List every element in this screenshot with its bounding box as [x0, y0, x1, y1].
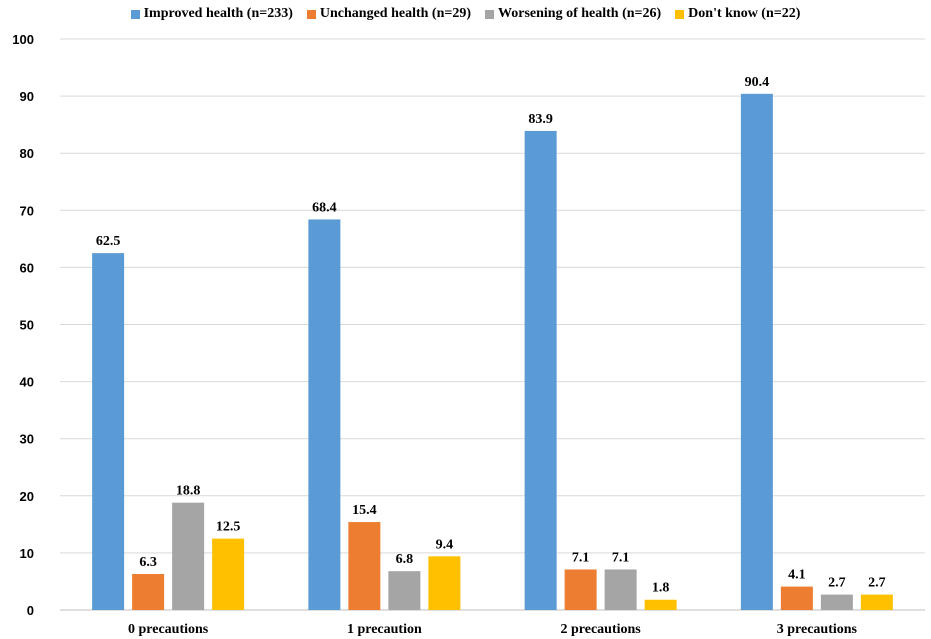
data-label: 90.4	[745, 75, 770, 90]
data-label: 6.8	[396, 552, 414, 567]
y-tick-label: 10	[20, 546, 34, 561]
bar	[820, 594, 853, 610]
data-label: 9.4	[436, 537, 454, 552]
data-label: 1.8	[652, 581, 670, 596]
bar	[740, 93, 773, 611]
legend-item-unchanged: Unchanged health (n=29)	[306, 6, 472, 22]
data-labels: 62.5 6.3 18.8 12.5 68.4 15.4 6.8 9.4 83.9 7.1 7.1 1…	[96, 75, 886, 596]
bar	[348, 522, 381, 610]
bar	[132, 574, 165, 610]
legend-label-improved: Improved health (n=233)	[143, 6, 293, 21]
data-label: 7.1	[612, 550, 630, 565]
x-category-label: 0 precautions	[128, 622, 209, 637]
bar	[308, 219, 341, 610]
y-tick-label: 60	[20, 260, 34, 275]
data-label: 15.4	[352, 503, 377, 518]
legend-item-dont-know: Don't know (n=22)	[675, 6, 800, 22]
legend-swatch-dont-know	[675, 9, 685, 19]
bar	[388, 571, 421, 610]
y-tick-label: 90	[20, 89, 34, 104]
data-label: 83.9	[528, 112, 553, 127]
x-category-label: 3 precautions	[777, 622, 858, 637]
bar	[644, 599, 677, 610]
bar	[428, 556, 461, 610]
chart-legend: Improved health (n=233) Unchanged health…	[0, 6, 931, 22]
bars	[92, 93, 893, 611]
bar	[564, 569, 597, 610]
data-label: 4.1	[788, 568, 806, 583]
y-tick-label: 70	[20, 203, 34, 218]
data-label: 62.5	[96, 234, 121, 249]
y-tick-label: 30	[20, 432, 34, 447]
data-label: 12.5	[216, 520, 241, 535]
x-axis-categories: 0 precautions 1 precaution 2 precautions 3 …	[128, 622, 858, 637]
y-tick-label: 40	[20, 375, 34, 390]
bar	[172, 502, 205, 610]
bar	[212, 538, 245, 610]
data-label: 68.4	[312, 200, 337, 215]
legend-label-unchanged: Unchanged health (n=29)	[319, 6, 472, 21]
y-tick-label: 100	[12, 32, 34, 47]
legend-label-worsening: Worsening of health (n=26)	[498, 6, 662, 21]
bar	[860, 594, 893, 610]
y-tick-label: 50	[20, 318, 34, 333]
x-category-label: 2 precautions	[561, 622, 642, 637]
gridlines	[60, 38, 925, 611]
legend-item-worsening: Worsening of health (n=26)	[485, 6, 661, 22]
data-label: 7.1	[572, 550, 590, 565]
bar	[604, 569, 637, 610]
bar	[92, 253, 125, 610]
bar	[524, 130, 557, 610]
data-label: 2.7	[828, 576, 846, 591]
x-category-label: 1 precaution	[347, 622, 422, 637]
y-tick-label: 20	[20, 489, 34, 504]
data-label: 18.8	[176, 484, 201, 499]
y-tick-label: 0	[27, 603, 34, 618]
legend-label-dont-know: Don't know (n=22)	[688, 6, 801, 21]
legend-swatch-worsening	[485, 9, 495, 19]
legend-item-improved: Improved health (n=233)	[130, 6, 293, 22]
data-label: 6.3	[139, 555, 157, 570]
data-label: 2.7	[868, 576, 886, 591]
legend-swatch-improved	[130, 9, 140, 19]
y-axis-ticks: 0 10 20 30 40 50 60 70 80 90 100	[12, 32, 34, 618]
bar	[780, 586, 813, 610]
y-tick-label: 80	[20, 146, 34, 161]
legend-swatch-unchanged	[306, 9, 316, 19]
